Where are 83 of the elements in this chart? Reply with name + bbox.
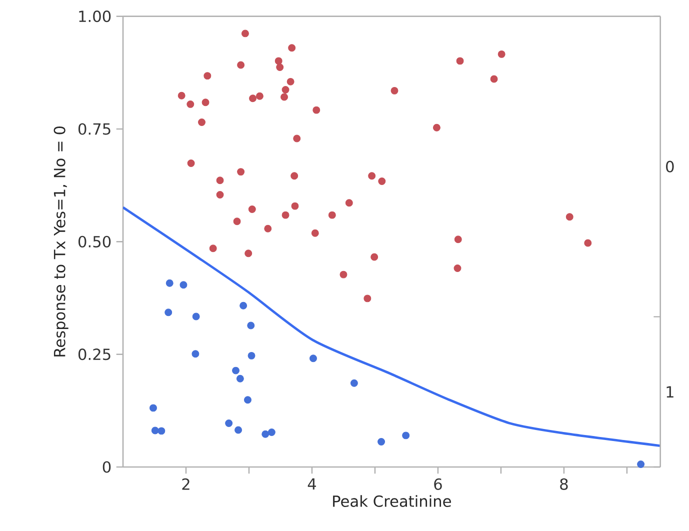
point — [290, 172, 298, 180]
point — [370, 253, 378, 261]
point — [291, 202, 299, 210]
point — [274, 57, 282, 65]
point — [390, 86, 398, 94]
point — [282, 211, 290, 219]
point — [282, 86, 290, 94]
point — [402, 432, 410, 440]
point — [237, 168, 245, 176]
point — [236, 374, 244, 382]
y-tick-label: 1.00 — [79, 10, 111, 22]
point — [225, 420, 233, 428]
y-tick-label: 0.25 — [78, 348, 110, 360]
point — [204, 72, 212, 80]
point — [264, 224, 272, 232]
point — [216, 191, 224, 199]
point — [232, 366, 240, 374]
point — [180, 281, 188, 289]
point — [312, 106, 320, 114]
point — [237, 61, 245, 69]
point — [637, 460, 645, 468]
point — [276, 64, 284, 71]
x-tick-label: 6 — [434, 478, 442, 490]
category-label: 0 — [666, 160, 674, 172]
point — [248, 352, 256, 360]
point — [490, 75, 498, 83]
point — [240, 302, 248, 310]
y-tick-label: 0.50 — [78, 236, 111, 248]
point — [454, 264, 462, 272]
point — [151, 426, 159, 434]
x-tick-label: 8 — [560, 478, 568, 490]
point — [293, 134, 301, 142]
point — [241, 30, 249, 38]
point — [192, 350, 200, 358]
line-series — [123, 206, 660, 448]
point — [498, 50, 506, 58]
point — [164, 308, 172, 316]
point — [249, 94, 257, 102]
point — [368, 172, 376, 180]
point — [432, 124, 440, 132]
x-axis-title: Peak Creatinine — [333, 495, 451, 507]
point — [378, 438, 386, 446]
point — [364, 294, 372, 302]
point — [256, 92, 264, 100]
x-tick-label: 2 — [182, 478, 190, 490]
point — [198, 118, 206, 126]
point — [378, 178, 386, 186]
point — [186, 100, 194, 108]
point — [340, 270, 348, 278]
point — [247, 322, 255, 330]
point — [233, 218, 241, 226]
point — [268, 428, 276, 436]
point — [456, 57, 464, 65]
point — [244, 250, 252, 258]
point — [350, 379, 358, 387]
y-axis-title: Response to Tx Yes=1, No = 0 — [54, 126, 68, 356]
point — [286, 78, 294, 86]
point — [202, 98, 210, 106]
point — [178, 92, 186, 100]
point — [192, 312, 200, 320]
point — [310, 354, 317, 362]
point — [244, 396, 252, 404]
point — [166, 279, 174, 287]
category-label: 1 — [666, 386, 674, 398]
point — [566, 213, 574, 221]
y-tick-label: 0.75 — [78, 123, 110, 135]
point — [311, 229, 319, 237]
point — [288, 44, 296, 52]
point — [584, 239, 592, 247]
point — [345, 199, 353, 207]
point — [209, 244, 217, 252]
point — [262, 430, 270, 438]
point — [216, 176, 224, 184]
point — [187, 160, 195, 167]
point — [234, 426, 242, 434]
point — [248, 205, 256, 213]
y-tick-label: 0 — [102, 461, 111, 473]
point — [328, 211, 336, 219]
point — [454, 236, 462, 244]
point — [280, 93, 288, 101]
x-tick-label: 4 — [308, 478, 316, 490]
point — [158, 427, 166, 435]
point — [150, 404, 157, 412]
